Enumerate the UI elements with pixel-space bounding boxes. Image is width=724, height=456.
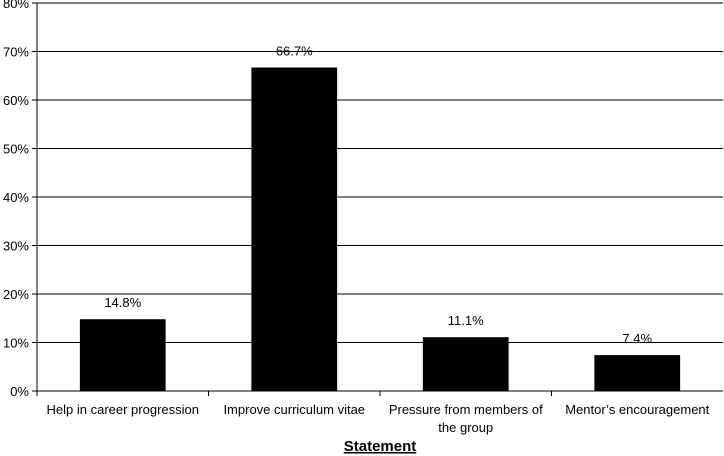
x-tick-label: Help in career progression <box>47 402 199 417</box>
x-tick-label: Pressure from members of <box>389 402 543 417</box>
data-label: 11.1% <box>448 313 484 328</box>
x-tick-label: the group <box>438 420 493 435</box>
data-label: 66.7% <box>276 44 313 59</box>
data-label: 14.8% <box>104 295 141 310</box>
y-tick-label: 10% <box>3 336 29 351</box>
bar <box>422 337 509 391</box>
x-axis-title: Statement <box>344 438 417 455</box>
y-tick-label: 0% <box>10 384 29 399</box>
bar <box>594 355 681 391</box>
y-tick-label: 60% <box>3 93 29 108</box>
y-tick-label: 40% <box>3 190 29 205</box>
y-tick-label: 20% <box>3 287 29 302</box>
y-tick-label: 70% <box>3 45 29 60</box>
data-labels: 14.8% 66.7% 11.1% 7.4% <box>104 44 652 347</box>
data-label: 7.4% <box>622 331 652 346</box>
y-tick-label: 50% <box>3 142 29 157</box>
bars <box>79 67 681 391</box>
bar <box>251 67 338 391</box>
y-tick-label: 30% <box>3 239 29 254</box>
x-tick-label: Mentor’s encouragement <box>565 402 709 417</box>
gridlines <box>37 2 723 343</box>
y-axis-ticks: 0% 10% 20% 30% 40% 50% 60% 70% 80% <box>3 0 37 399</box>
x-tick-label: Improve curriculum vitae <box>223 402 365 417</box>
category-labels: Help in career progression Improve curric… <box>36 391 710 435</box>
bar <box>79 319 166 391</box>
y-tick-label: 80% <box>3 0 29 11</box>
